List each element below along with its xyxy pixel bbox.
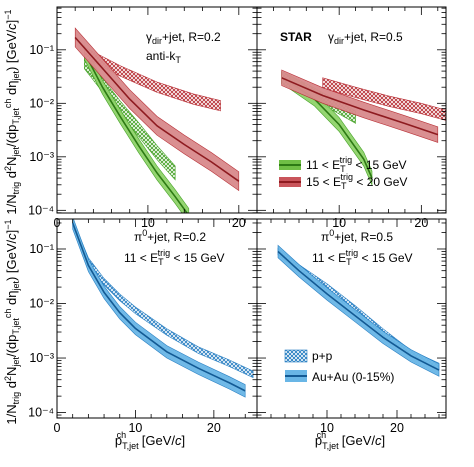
y-tick-label: 10⁻²	[29, 297, 54, 311]
legend-entry-pp: p+p	[312, 349, 333, 363]
legend-top-right: 11 < ETtrig < 15 GeV 15 < ETtrig < 20 Ge…	[279, 155, 407, 191]
y-tick-label: 10⁻⁴	[28, 203, 54, 217]
y-tick-label: 10⁻²	[29, 96, 54, 110]
x-tick-label: 0	[54, 421, 61, 435]
annotation-bottom-right-1: π0+jet, R=0.5	[321, 228, 393, 244]
band-auau-1-1	[289, 74, 373, 186]
legend-entry-15-20: 15 < ETtrig < 20 GeV	[306, 172, 407, 191]
legend-swatch-pp	[284, 349, 308, 363]
x-tick-label: 20	[232, 216, 246, 230]
panel-frame	[256, 218, 447, 419]
y-tick-label: 10⁻³	[29, 351, 54, 365]
central-line-0-1	[83, 51, 188, 213]
annotation-top-left-2: anti-kT	[146, 49, 181, 65]
band-pp-2-0	[72, 219, 254, 379]
annotation-top-right-1: γdir+jet, R=0.5	[328, 30, 403, 46]
annotation-bottom-right-2: 11 < ETtrig < 15 GeV	[312, 248, 413, 267]
band-pp-1-2	[322, 77, 446, 121]
annotation-bottom-left-1: π0+jet, R=0.2	[134, 228, 206, 244]
band-auau-0-1	[84, 45, 190, 213]
x-tick-label: 20	[414, 216, 428, 230]
x-tick-label: 10	[128, 421, 142, 435]
x-tick-label: 10	[320, 421, 334, 435]
x-tick-label: 20	[390, 421, 404, 435]
central-line-0-3	[74, 36, 240, 182]
legend-entry-auau: Au+Au (0-15%)	[312, 370, 394, 384]
annotation-bottom-left-2: 11 < ETtrig < 15 GeV	[124, 248, 225, 267]
panel-frame	[256, 6, 447, 214]
band-auau-0-3	[74, 27, 240, 192]
x-tick-label: 20	[207, 421, 221, 435]
central-line-3-1	[277, 250, 440, 371]
y-axis-title-top: 1/Ntrig d2Njet/(dpT,jetch dηjet) [GeV/c]…	[3, 9, 21, 214]
x-axis-title-left: pT,jetch [GeV/c]	[115, 430, 185, 451]
band-auau-3-1	[277, 244, 440, 377]
y-axis-title-bottom: 1/Ntrig d2Njet/(dpT,jetch dηjet) [GeV/c]…	[3, 219, 21, 424]
annotation-star-label: STAR	[280, 30, 312, 44]
panel-bottom-left: 0 10 20 10⁻¹ 10⁻² 10⁻³ 10⁻⁴	[28, 218, 258, 435]
y-tick-label: 10⁻³	[29, 150, 54, 164]
legend-entry-11-15: 11 < ETtrig < 15 GeV	[306, 155, 407, 174]
legend-bottom-right: p+p Au+Au (0-15%)	[284, 349, 394, 384]
x-tick-label: 10	[332, 216, 346, 230]
band-auau-1-3	[281, 69, 439, 143]
annotation-top-left-1: γdir+jet, R=0.2	[146, 30, 221, 46]
central-line-1-3	[281, 77, 439, 136]
panel-bottom-right: 10 20	[256, 218, 447, 435]
y-tick-label: 10⁻¹	[29, 242, 54, 256]
band-auau-2-1	[72, 219, 246, 398]
central-line-2-1	[71, 222, 246, 392]
y-tick-label: 10⁻¹	[29, 43, 54, 57]
y-tick-label: 10⁻⁴	[28, 406, 54, 420]
